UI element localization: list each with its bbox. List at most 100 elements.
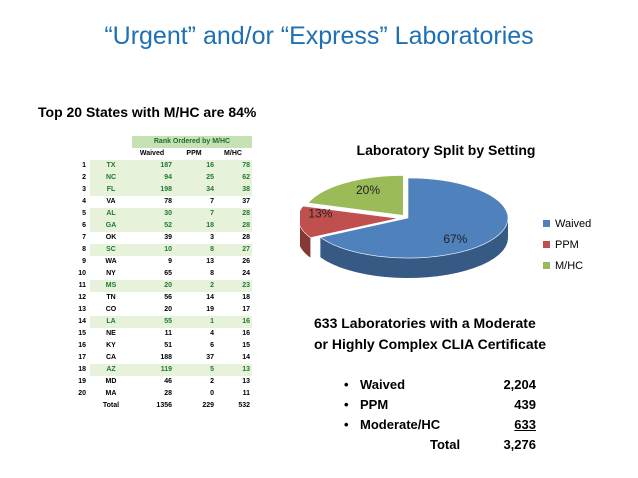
- row-waived: 119: [132, 364, 174, 376]
- row-state: TN: [106, 294, 116, 301]
- row-waived: 28: [164, 390, 172, 397]
- table-row: 7 OK 39 3 28: [72, 232, 252, 244]
- row-state: FL: [90, 184, 132, 196]
- row-state: CA: [105, 354, 117, 361]
- row-ppm: 16: [174, 160, 216, 172]
- row-state: NC: [90, 172, 132, 184]
- row-waived: 198: [132, 184, 174, 196]
- row-state: MD: [105, 378, 117, 385]
- summary-value: 633: [514, 417, 536, 432]
- row-state: KY: [106, 342, 116, 349]
- bullet-icon: •: [344, 397, 349, 412]
- row-rank: 12: [78, 294, 86, 301]
- row-rank: 16: [78, 342, 86, 349]
- table-row: 10 NY 65 8 24: [72, 268, 252, 280]
- table-row: 2 NC 94 25 62: [72, 172, 252, 184]
- clia-heading-line1: 633 Laboratories with a Moderate: [314, 315, 536, 331]
- row-waived: 52: [132, 220, 174, 232]
- row-ppm: 0: [210, 390, 214, 397]
- states-heading: Top 20 States with M/HC are 84%: [38, 104, 257, 120]
- row-mhc: 15: [242, 342, 250, 349]
- row-waived: 39: [164, 234, 172, 241]
- summary-label: Waived: [360, 377, 406, 392]
- slide-title: “Urgent” and/or “Express” Laboratories: [104, 22, 534, 50]
- table-row: 3 FL 198 34 38: [72, 184, 252, 196]
- pie-slice-mhc: [307, 175, 404, 216]
- table-row: 18 AZ 119 5 13: [72, 364, 252, 376]
- pie-slice-ppm: [300, 205, 399, 238]
- row-mhc: 28: [216, 208, 252, 220]
- row-ppm: 6: [210, 342, 214, 349]
- pie-side-ppm: [300, 226, 311, 258]
- row-mhc: 26: [242, 258, 250, 265]
- row-rank: 10: [78, 270, 86, 277]
- row-rank: 18: [78, 366, 86, 373]
- row-ppm: 3: [210, 234, 214, 241]
- summary-value: 439: [514, 397, 536, 412]
- row-rank: 11: [78, 282, 86, 289]
- row-ppm: 1: [174, 316, 216, 328]
- row-state: AZ: [90, 364, 132, 376]
- pie-slice-waived: [319, 177, 509, 259]
- row-rank: 13: [78, 306, 86, 313]
- row-rank: 1: [82, 162, 86, 169]
- summary-item-mhc: • Moderate/HC 633: [344, 417, 536, 437]
- row-ppm: 18: [174, 220, 216, 232]
- legend-item-mhc: M/HC: [543, 255, 591, 276]
- row-mhc: 28: [242, 234, 250, 241]
- table-row: 4 VA 78 7 37: [72, 196, 252, 208]
- row-state: MA: [105, 390, 117, 397]
- row-waived: 11: [164, 330, 172, 337]
- col-mhc: M/HC: [224, 150, 242, 157]
- row-ppm: 19: [206, 306, 214, 313]
- legend-swatch-waived: [543, 220, 550, 227]
- table-row: 14 LA 55 1 16: [72, 316, 252, 328]
- row-mhc: 37: [242, 198, 250, 205]
- total-waived: 1356: [156, 402, 172, 409]
- row-ppm: 4: [210, 330, 214, 337]
- row-ppm: 7: [174, 208, 216, 220]
- row-ppm: 2: [174, 280, 216, 292]
- row-ppm: 13: [206, 258, 214, 265]
- table-row: 5 AL 30 7 28: [72, 208, 252, 220]
- total-ppm: 229: [202, 402, 214, 409]
- row-mhc: 24: [242, 270, 250, 277]
- col-ppm: PPM: [186, 150, 202, 157]
- table-row: 1 TX 187 16 78: [72, 160, 252, 172]
- row-ppm: 8: [210, 270, 214, 277]
- table-row: 13 CO 20 19 17: [72, 304, 252, 316]
- row-state: AL: [90, 208, 132, 220]
- row-rank: 3: [82, 186, 86, 193]
- clia-heading: 633 Laboratories with a Moderate or High…: [314, 313, 614, 355]
- row-mhc: 28: [216, 220, 252, 232]
- row-rank: 17: [78, 354, 86, 361]
- summary-item-ppm: • PPM 439: [344, 397, 536, 417]
- row-rank: 4: [82, 198, 86, 205]
- row-waived: 10: [132, 244, 174, 256]
- legend-label-mhc: M/HC: [555, 259, 584, 272]
- row-ppm: 34: [174, 184, 216, 196]
- pie-label-mhc: 20%: [356, 183, 380, 197]
- row-waived: 20: [132, 280, 174, 292]
- row-rank: 19: [78, 378, 86, 385]
- total-label: Total: [102, 402, 120, 409]
- row-rank: 15: [78, 330, 86, 337]
- legend-label-waived: Waived: [555, 217, 592, 230]
- row-mhc: 13: [216, 364, 252, 376]
- legend-item-ppm: PPM: [543, 234, 591, 255]
- row-waived: 187: [132, 160, 174, 172]
- row-ppm: 7: [210, 198, 214, 205]
- rank-ordered-header: Rank Ordered by M/HC: [132, 136, 252, 148]
- row-rank: 20: [78, 390, 86, 397]
- row-waived: 30: [132, 208, 174, 220]
- row-waived: 78: [164, 198, 172, 205]
- row-ppm: 8: [174, 244, 216, 256]
- row-mhc: 18: [242, 294, 250, 301]
- legend-swatch-mhc: [543, 262, 550, 269]
- legend-swatch-ppm: [543, 241, 550, 248]
- summary-value: 2,204: [503, 377, 536, 392]
- row-mhc: 14: [242, 354, 250, 361]
- table-row: 11 MS 20 2 23: [72, 280, 252, 292]
- row-state: GA: [90, 220, 132, 232]
- row-rank: 9: [82, 258, 86, 265]
